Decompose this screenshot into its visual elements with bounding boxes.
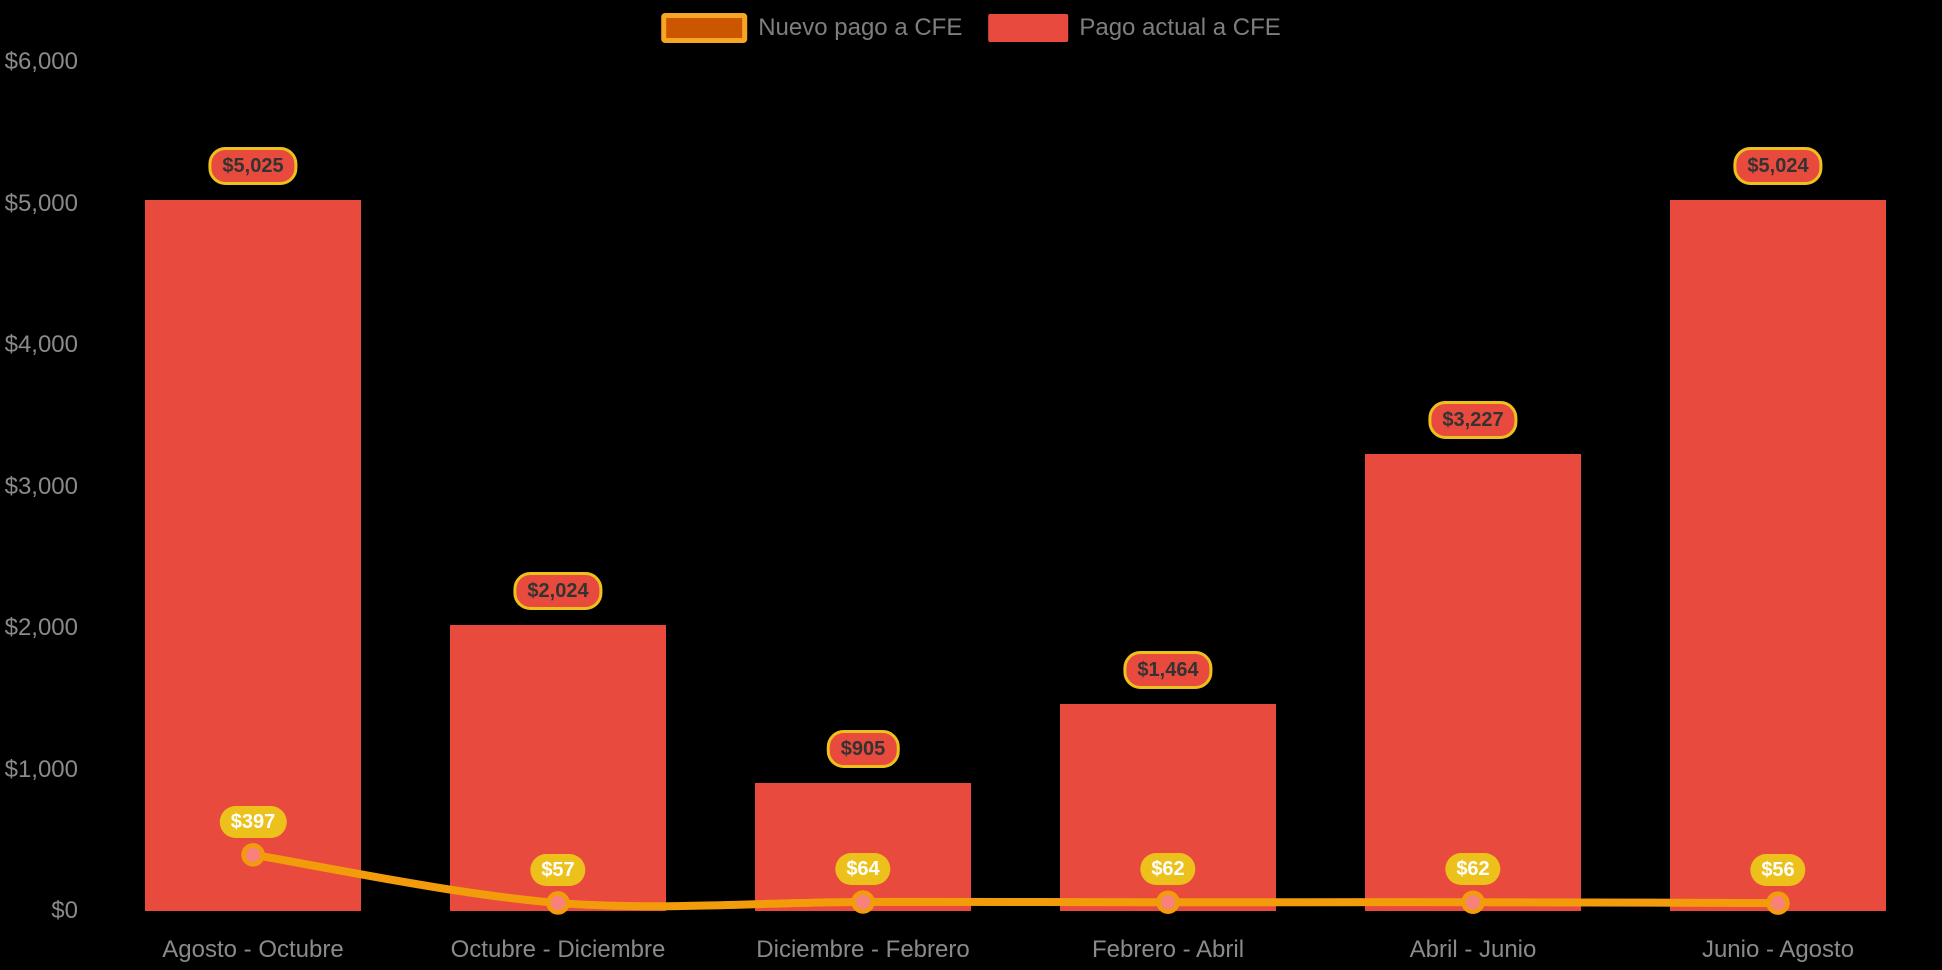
y-axis-tick-label: $0 [51,897,78,924]
y-axis-tick-label: $4,000 [4,331,78,358]
bar-value-label: $2,024 [513,571,603,610]
legend-swatch-pago-actual [988,14,1069,42]
y-axis-tick-label: $5,000 [4,189,78,217]
y-axis-tick-label: $6,000 [4,48,78,75]
bar-pago-actual[interactable] [1670,200,1886,911]
bar-value-label: $5,025 [208,146,298,185]
x-axis-category-label: Abril - Junio [1409,936,1537,963]
line-point[interactable] [241,843,265,867]
line-point[interactable] [1461,890,1485,914]
line-point[interactable] [1156,890,1180,914]
y-axis-tick-label: $3,000 [4,472,78,500]
x-axis-category-label: Diciembre - Febrero [756,936,970,963]
legend-item-nuevo-pago[interactable]: Nuevo pago a CFE [661,13,962,43]
bar-value-label: $905 [826,729,900,768]
y-axis-tick-label: $2,000 [4,614,78,641]
bar-pago-actual[interactable] [755,782,971,911]
bar-value-label: $3,227 [1428,401,1518,440]
x-axis-category-label: Agosto - Octubre [162,936,344,963]
bar-pago-actual[interactable] [145,199,361,911]
line-point[interactable] [851,890,875,914]
x-axis-category-label: Febrero - Abril [1091,936,1245,963]
chart-legend: Nuevo pago a CFE Pago actual a CFE [661,13,1281,43]
legend-label-nuevo-pago: Nuevo pago a CFE [758,14,963,41]
bar-value-label: $1,464 [1123,650,1213,689]
line-value-label: $64 [835,852,891,885]
x-axis-category-label: Octubre - Diciembre [450,936,666,963]
legend-swatch-nuevo-pago [661,13,748,43]
line-value-label: $57 [530,853,586,886]
nuevo-pago-line [249,850,1782,911]
line-value-label: $397 [219,805,287,838]
bar-pago-actual[interactable] [1365,454,1581,911]
line-value-label: $62 [1445,853,1501,886]
legend-item-pago-actual[interactable]: Pago actual a CFE [988,13,1281,43]
bar-value-label: $5,024 [1733,147,1823,186]
x-axis-category-label: Junio - Agosto [1701,936,1855,963]
line-point[interactable] [546,891,570,915]
line-point[interactable] [1766,891,1790,915]
y-axis-tick-label: $1,000 [4,755,78,783]
legend-label-pago-actual: Pago actual a CFE [1079,14,1281,41]
line-value-label: $56 [1750,854,1806,887]
line-value-label: $62 [1140,853,1196,886]
